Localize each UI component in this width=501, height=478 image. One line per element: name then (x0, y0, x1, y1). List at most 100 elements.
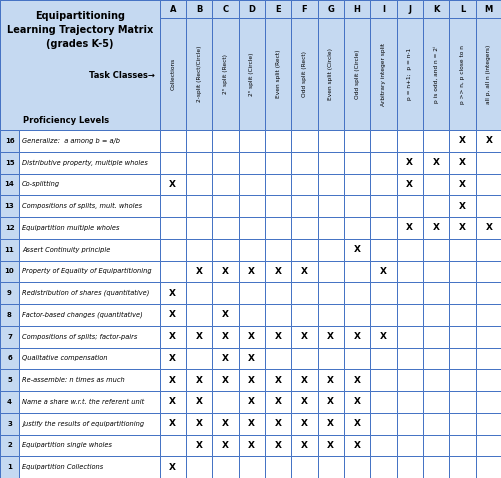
Bar (265, 369, 291, 391)
Bar (475, 435, 501, 456)
Bar (19, 369, 159, 391)
Bar (265, 239, 291, 261)
Bar (317, 326, 343, 348)
Bar (396, 196, 422, 217)
Text: X: X (458, 223, 465, 232)
Bar (317, 369, 343, 391)
Bar (212, 130, 238, 152)
Text: 5: 5 (7, 377, 12, 383)
Text: X: X (274, 419, 281, 428)
Bar (475, 391, 501, 413)
Bar (448, 304, 475, 326)
Text: X: X (301, 267, 308, 276)
Text: 6: 6 (7, 355, 12, 361)
Bar (291, 152, 317, 174)
Text: D: D (248, 5, 255, 13)
Text: X: X (169, 397, 176, 406)
Text: Odd split (Rect): Odd split (Rect) (302, 51, 307, 97)
Bar (265, 282, 291, 304)
Text: X: X (169, 419, 176, 428)
Bar (19, 304, 159, 326)
Text: F: F (301, 5, 307, 13)
Text: X: X (221, 419, 228, 428)
Bar (370, 456, 396, 478)
Bar (396, 0, 422, 18)
Text: Re-assemble: n times as much: Re-assemble: n times as much (22, 377, 125, 383)
Bar (212, 369, 238, 391)
Text: Task Classes→: Task Classes→ (89, 70, 154, 79)
Bar (475, 18, 501, 130)
Bar (370, 152, 396, 174)
Bar (475, 130, 501, 152)
Bar (317, 130, 343, 152)
Bar (396, 456, 422, 478)
Bar (475, 304, 501, 326)
Bar (396, 304, 422, 326)
Bar (422, 413, 448, 435)
Bar (238, 196, 265, 217)
Bar (185, 239, 212, 261)
Text: X: X (353, 332, 360, 341)
Bar (317, 18, 343, 130)
Bar (291, 174, 317, 196)
Text: A: A (169, 5, 176, 13)
Bar (370, 196, 396, 217)
Text: Proficiency Levels: Proficiency Levels (23, 116, 109, 124)
Text: X: X (353, 419, 360, 428)
Bar (19, 239, 159, 261)
Bar (19, 152, 159, 174)
Bar (448, 391, 475, 413)
Bar (291, 0, 317, 18)
Bar (370, 261, 396, 282)
Bar (159, 282, 185, 304)
Bar (343, 304, 370, 326)
Text: L: L (459, 5, 464, 13)
Bar (317, 239, 343, 261)
Bar (0, 304, 19, 326)
Bar (475, 326, 501, 348)
Bar (291, 217, 317, 239)
Bar (291, 18, 317, 130)
Bar (185, 304, 212, 326)
Bar (212, 0, 238, 18)
Text: B: B (195, 5, 202, 13)
Text: X: X (169, 354, 176, 363)
Bar (238, 435, 265, 456)
Text: Co-splitting: Co-splitting (22, 181, 60, 187)
Bar (343, 217, 370, 239)
Bar (238, 261, 265, 282)
Bar (159, 18, 185, 130)
Text: X: X (327, 332, 334, 341)
Bar (159, 130, 185, 152)
Bar (317, 261, 343, 282)
Text: X: X (248, 441, 255, 450)
Bar (343, 282, 370, 304)
Bar (238, 0, 265, 18)
Bar (159, 152, 185, 174)
Bar (396, 239, 422, 261)
Text: p >> n, p close to n: p >> n, p close to n (459, 44, 464, 104)
Bar (448, 261, 475, 282)
Text: X: X (195, 332, 202, 341)
Text: X: X (405, 223, 412, 232)
Bar (19, 282, 159, 304)
Bar (212, 348, 238, 369)
Bar (0, 435, 19, 456)
Bar (212, 413, 238, 435)
Bar (0, 239, 19, 261)
Text: X: X (458, 180, 465, 189)
Text: Odd split (Circle): Odd split (Circle) (354, 49, 359, 99)
Bar (291, 456, 317, 478)
Bar (265, 413, 291, 435)
Text: X: X (353, 376, 360, 385)
Bar (396, 348, 422, 369)
Text: 2ⁿ split (Rect): 2ⁿ split (Rect) (222, 54, 227, 94)
Text: Redistribution of shares (quantitative): Redistribution of shares (quantitative) (22, 290, 149, 296)
Text: X: X (169, 376, 176, 385)
Bar (396, 152, 422, 174)
Bar (159, 326, 185, 348)
Bar (370, 130, 396, 152)
Bar (370, 174, 396, 196)
Text: M: M (484, 5, 492, 13)
Bar (291, 304, 317, 326)
